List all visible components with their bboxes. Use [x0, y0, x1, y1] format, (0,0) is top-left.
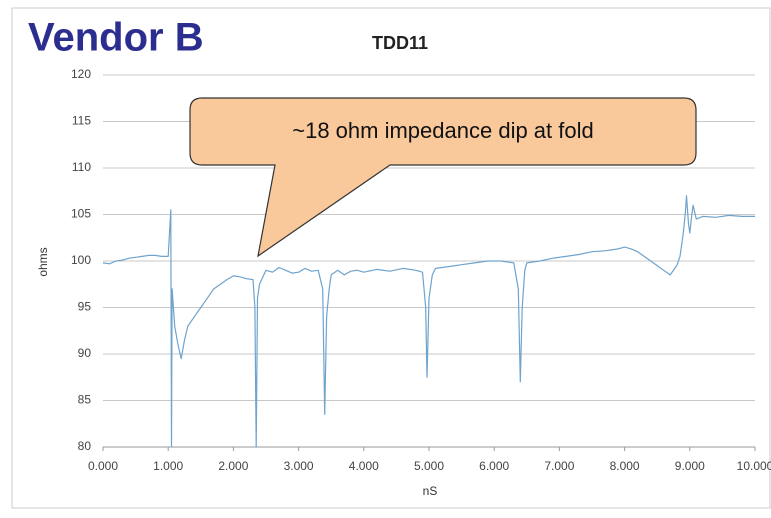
- x-tick-label: 2.000: [218, 459, 248, 473]
- y-tick-label: 120: [71, 67, 91, 81]
- x-tick-label: 7.000: [544, 459, 574, 473]
- y-tick-label: 90: [78, 346, 92, 360]
- chart-title: TDD11: [372, 33, 428, 53]
- y-tick-label: 85: [78, 393, 92, 407]
- slide-title: Vendor B: [28, 16, 204, 60]
- plot-area: 80 85 90 95 100 105 110 115 120 0.000 1.000 2.000 3.…: [71, 67, 771, 473]
- y-tick-label: 105: [71, 207, 91, 221]
- x-tick-label: 0.000: [88, 459, 118, 473]
- x-tick-label: 10.000: [737, 459, 771, 473]
- x-tick-label: 1.000: [153, 459, 183, 473]
- y-axis-label: ohms: [36, 247, 50, 276]
- callout-bubble: [189, 97, 697, 258]
- x-tick-label: 5.000: [414, 459, 444, 473]
- x-tick-label: 4.000: [349, 459, 379, 473]
- y-tick-label: 110: [72, 160, 91, 174]
- y-tick-label: 100: [71, 253, 91, 267]
- x-tick-label: 3.000: [284, 459, 314, 473]
- chart-frame: [11, 7, 771, 509]
- x-tick-label: 8.000: [610, 459, 640, 473]
- callout: ~18 ohm impedance dip at fold: [189, 97, 697, 258]
- line-series: [102, 195, 755, 448]
- x-tick-label: 9.000: [675, 459, 705, 473]
- y-tick-label: 115: [72, 114, 91, 128]
- y-tick-label: 95: [78, 300, 92, 314]
- x-axis-label: nS: [423, 484, 438, 498]
- x-tick-label: 6.000: [479, 459, 509, 473]
- y-tick-label: 80: [78, 439, 92, 453]
- callout-text: ~18 ohm impedance dip at fold: [292, 118, 593, 143]
